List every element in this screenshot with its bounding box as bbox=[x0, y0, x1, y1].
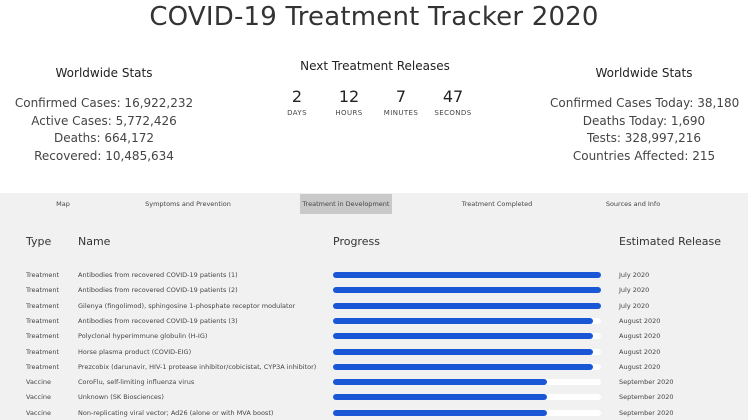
table-row: Vaccine CoroFlu, self-limiting influenza … bbox=[0, 376, 748, 391]
progress-bar bbox=[333, 317, 601, 324]
progress-bar bbox=[333, 272, 601, 278]
tab-treatment-completed[interactable]: Treatment Completed bbox=[461, 200, 533, 208]
row-type: Treatment bbox=[26, 286, 60, 295]
countdown-panel: Next Treatment Releases 2 DAYS 12 HOURS … bbox=[270, 59, 480, 117]
recovered-stat: Recovered: 10,485,634 bbox=[34, 148, 174, 163]
progress-bar-fill bbox=[333, 317, 593, 324]
countdown-days-label: DAYS bbox=[287, 109, 307, 117]
column-header-estimated-release: Estimated Release bbox=[619, 235, 722, 248]
row-type: Vaccine bbox=[26, 378, 51, 387]
worldwide-stats-heading: Worldwide Stats bbox=[595, 66, 693, 80]
progress-bar-fill bbox=[333, 272, 601, 278]
tab-sources-and-info[interactable]: Sources and Info bbox=[605, 200, 661, 208]
row-release: July 2020 bbox=[619, 271, 650, 279]
row-release: August 2020 bbox=[619, 332, 661, 341]
row-release: July 2020 bbox=[619, 286, 650, 295]
row-type: Treatment bbox=[26, 362, 60, 371]
table-row: Treatment Horse plasma product (COVID-EIG… bbox=[0, 346, 748, 361]
row-name: Unknown (SK Biosciences) bbox=[78, 393, 164, 402]
row-type: Vaccine bbox=[26, 393, 51, 402]
progress-bar bbox=[333, 348, 601, 355]
confirmed-cases-today-stat: Confirmed Cases Today: 38,180 bbox=[550, 96, 740, 110]
worldwide-stats-right: Worldwide Stats Confirmed Cases Today: 3… bbox=[550, 66, 740, 165]
column-header-name: Name bbox=[78, 235, 111, 248]
row-name: Antibodies from recovered COVID-19 patie… bbox=[78, 286, 238, 295]
column-header-type: Type bbox=[26, 235, 52, 248]
countries-affected-stat: Countries Affected: 215 bbox=[572, 148, 716, 163]
countdown-hours-value: 12 bbox=[338, 87, 360, 106]
tab-treatment-in-development[interactable]: Treatment in Development bbox=[300, 194, 392, 214]
countdown-minutes: 7 MINUTES bbox=[379, 87, 423, 117]
countdown-seconds: 47 SECONDS bbox=[431, 87, 475, 117]
confirmed-cases-stat: Confirmed Cases: 16,922,232 bbox=[14, 96, 194, 110]
progress-bar-fill bbox=[333, 394, 547, 401]
progress-bar bbox=[333, 333, 601, 340]
deaths-stat: Deaths: 664,172 bbox=[53, 131, 155, 145]
row-type: Treatment bbox=[26, 347, 60, 356]
column-header-progress: Progress bbox=[333, 235, 380, 248]
progress-bar bbox=[333, 394, 601, 401]
row-name: Prezcobix (darunavir, HIV-1 protease inh… bbox=[78, 362, 317, 371]
countdown-minutes-label: MINUTES bbox=[383, 109, 419, 117]
row-release: July 2020 bbox=[619, 301, 650, 310]
row-name: Polyclonal hyperimmune globulin (H-IG) bbox=[78, 332, 208, 341]
tab-bar: Map Symptoms and Prevention Treatment in… bbox=[0, 193, 748, 214]
countdown-days: 2 DAYS bbox=[275, 87, 319, 117]
countdown-seconds-label: SECONDS bbox=[434, 109, 472, 117]
table-row: Treatment Prezcobix (darunavir, HIV-1 pro… bbox=[0, 361, 748, 376]
progress-bar bbox=[333, 287, 601, 294]
row-release: August 2020 bbox=[619, 316, 661, 325]
countdown-minutes-value: 7 bbox=[395, 87, 407, 106]
row-type: Treatment bbox=[26, 301, 60, 310]
table-row: Treatment Antibodies from recovered COVID… bbox=[0, 284, 748, 299]
row-name: Horse plasma product (COVID-EIG) bbox=[78, 347, 192, 356]
deaths-today-stat: Deaths Today: 1,690 bbox=[582, 113, 706, 128]
tracker-section: Map Symptoms and Prevention Treatment in… bbox=[0, 193, 748, 420]
table-row: Treatment Gilenya (fingolimod), sphingosi… bbox=[0, 300, 748, 315]
progress-bar-fill bbox=[333, 333, 593, 340]
row-name: Antibodies from recovered COVID-19 patie… bbox=[78, 271, 238, 279]
row-release: August 2020 bbox=[619, 362, 661, 371]
progress-bar bbox=[333, 379, 601, 386]
countdown-hours-label: HOURS bbox=[335, 109, 363, 117]
row-type: Treatment bbox=[26, 271, 60, 279]
progress-bar-fill bbox=[333, 409, 547, 416]
active-cases-stat: Active Cases: 5,772,426 bbox=[31, 113, 177, 128]
row-name: Non-replicating viral vector; Ad26 (alon… bbox=[78, 408, 274, 417]
progress-bar-fill bbox=[333, 302, 601, 309]
table-row: Vaccine Unknown (SK Biosciences) September… bbox=[0, 391, 748, 406]
worldwide-stats-heading: Worldwide Stats bbox=[55, 66, 153, 80]
table-row: Treatment Polyclonal hyperimmune globulin… bbox=[0, 330, 748, 345]
tests-stat: Tests: 328,997,216 bbox=[586, 131, 702, 145]
progress-bar-fill bbox=[333, 287, 601, 294]
row-release: September 2020 bbox=[619, 408, 674, 417]
row-type: Vaccine bbox=[26, 408, 51, 417]
progress-bar bbox=[333, 409, 601, 416]
page-title: COVID-19 Treatment Tracker 2020 bbox=[149, 2, 599, 32]
tab-map[interactable]: Map bbox=[56, 200, 70, 208]
countdown-heading: Next Treatment Releases bbox=[300, 59, 450, 73]
progress-bar-fill bbox=[333, 379, 547, 386]
row-release: August 2020 bbox=[619, 347, 661, 356]
table-row: Treatment Antibodies from recovered COVID… bbox=[0, 315, 748, 330]
tab-symptoms-and-prevention[interactable]: Symptoms and Prevention bbox=[145, 200, 231, 208]
progress-bar-fill bbox=[333, 363, 593, 370]
row-type: Treatment bbox=[26, 332, 60, 341]
progress-bar bbox=[333, 363, 601, 370]
progress-bar bbox=[333, 302, 601, 309]
table-row: Vaccine Non-replicating viral vector; Ad2… bbox=[0, 407, 748, 420]
row-release: September 2020 bbox=[619, 393, 674, 402]
worldwide-stats-left: Worldwide Stats Confirmed Cases: 16,922,… bbox=[14, 66, 194, 165]
table-row: Treatment Antibodies from recovered COVID… bbox=[0, 269, 748, 284]
row-type: Treatment bbox=[26, 316, 60, 325]
row-name: CoroFlu, self-limiting influenza virus bbox=[78, 378, 195, 387]
countdown-hours: 12 HOURS bbox=[327, 87, 371, 117]
row-name: Antibodies from recovered COVID-19 patie… bbox=[78, 316, 238, 325]
progress-bar-fill bbox=[333, 348, 593, 355]
countdown-days-value: 2 bbox=[291, 87, 303, 106]
countdown-seconds-value: 47 bbox=[442, 87, 464, 106]
row-name: Gilenya (fingolimod), sphingosine 1-phos… bbox=[78, 301, 296, 310]
row-release: September 2020 bbox=[619, 378, 674, 387]
